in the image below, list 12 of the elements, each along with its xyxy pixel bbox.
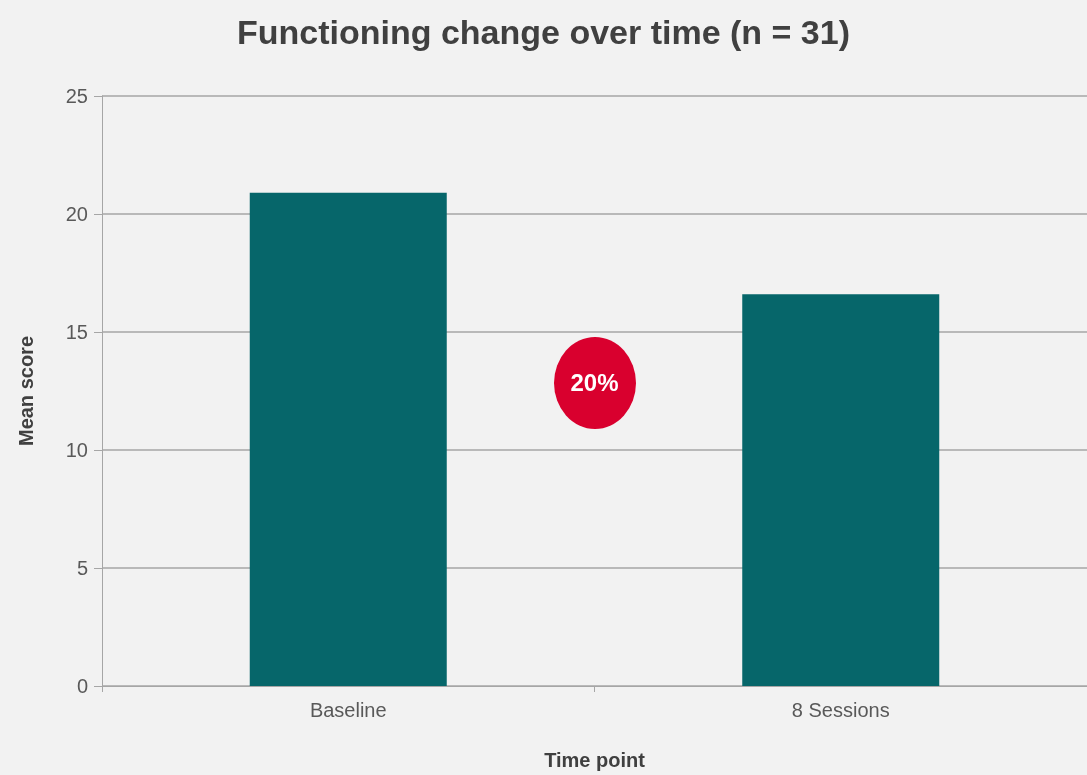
chart-title: Functioning change over time (n = 31) xyxy=(236,13,851,51)
y-tick-label: 5 xyxy=(76,557,88,579)
y-tick-label: 25 xyxy=(65,85,88,107)
x-axis-title: Time point xyxy=(544,749,646,771)
y-tick-label: 20 xyxy=(65,203,88,225)
x-tick-label: 8 Sessions xyxy=(791,699,890,721)
y-tick-label: 0 xyxy=(76,675,88,697)
x-tick-label: Baseline xyxy=(309,699,387,721)
y-tick-label: 15 xyxy=(65,321,88,343)
y-axis-title: Mean score xyxy=(15,335,37,447)
y-tick-label: 10 xyxy=(65,439,88,461)
annotation: 20% xyxy=(570,368,619,397)
